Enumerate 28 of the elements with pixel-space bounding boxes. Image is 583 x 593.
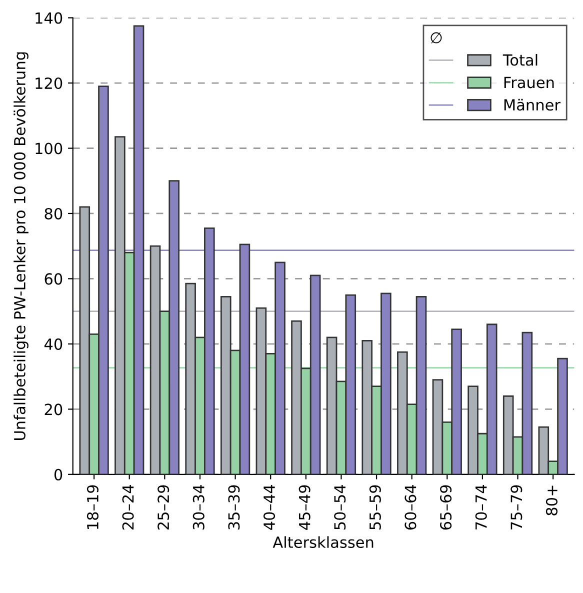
x-tick-label: 70–74 [475,484,487,530]
x-tick-label: 60–64 [404,484,416,530]
y-tick-label: 140 [36,12,62,24]
y-tick-label: 0 [54,468,62,480]
legend-label: Frauen [504,76,554,88]
x-tick-label: 35–39 [228,485,240,530]
x-tick-label: 18–19 [86,485,98,529]
x-tick-label: 55–59 [369,485,381,530]
y-tick-label: 100 [36,142,62,154]
x-axis-title: Altersklassen [272,536,374,548]
x-tick-label: 65–69 [440,485,452,530]
y-tick-label: 20 [44,404,62,416]
x-tick-label: 45–49 [298,485,310,530]
x-tick-label: 25–29 [158,485,170,530]
x-tick-label: 40–44 [263,484,276,530]
legend-title: ∅ [430,32,442,44]
x-tick-label: 20–24 [122,484,134,530]
legend-label: Total [502,54,538,66]
x-tick-label: 50–54 [334,484,346,530]
x-tick-label: 75–79 [510,485,522,530]
y-tick-label: 40 [44,338,62,350]
x-tick-label: 80+ [546,486,558,516]
legend-label: Männer [504,98,561,111]
y-axis-title: Unfallbeteiligte PW-Lenker pro 10 000 Bevölkerung [14,52,28,440]
y-tick-label: 120 [36,77,62,90]
y-tick-label: 80 [44,208,62,220]
x-tick-label: 30–34 [192,484,204,530]
y-tick-label: 60 [44,273,62,285]
